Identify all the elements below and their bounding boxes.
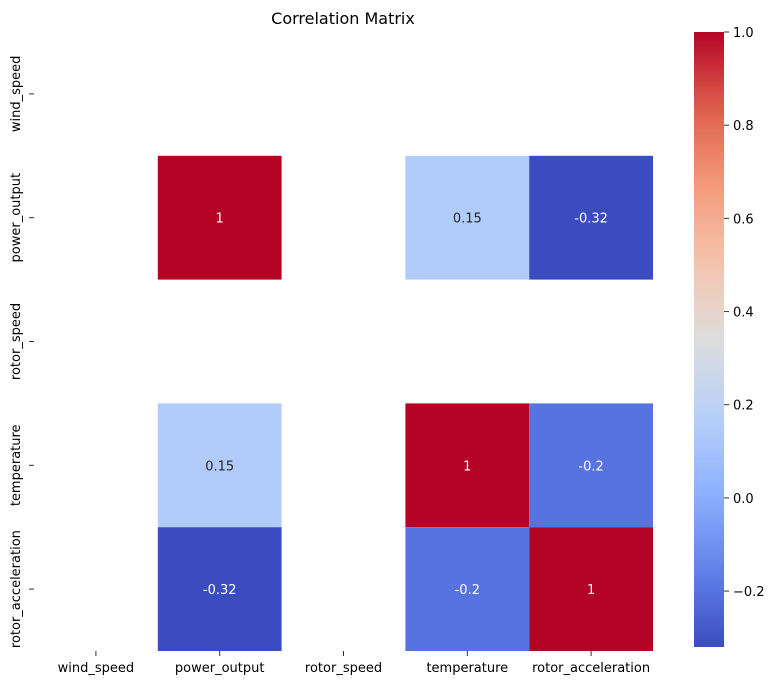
cell-annotation: 0.15 — [205, 459, 234, 474]
y-tick-label: power_output — [9, 173, 24, 263]
x-tick-label: rotor_speed — [305, 661, 382, 676]
heatmap-cell — [405, 403, 530, 528]
y-tick-label: rotor_acceleration — [9, 530, 24, 648]
cell-annotation: 0.15 — [453, 212, 482, 227]
colorbar: −0.2 0.0 0.2 0.4 0.6 0.8 1.0 — [694, 26, 765, 647]
x-tick-label: power_output — [175, 661, 265, 676]
colorbar-tick-label: 1.0 — [733, 26, 754, 41]
colorbar-tick-label: 0.4 — [733, 306, 754, 321]
heatmap-cell — [157, 527, 282, 651]
cell-annotation: -0.32 — [574, 212, 608, 227]
cell-annotation: 1 — [463, 459, 471, 474]
heatmap-cell — [529, 527, 653, 651]
heatmap-cell — [405, 155, 530, 280]
y-tick-label: rotor_speed — [9, 303, 24, 380]
y-axis: wind_speed power_output rotor_speedtempera… — [9, 56, 34, 648]
heatmap-cell — [529, 155, 653, 280]
chart-title: Correlation Matrix — [271, 9, 415, 28]
cell-annotation: -0.2 — [578, 459, 603, 474]
heatmap-cell — [529, 403, 653, 528]
colorbar-tick-label: −0.2 — [733, 585, 765, 600]
heatmap-cell — [157, 403, 282, 528]
heatmap-cell — [157, 155, 282, 280]
colorbar-tick-label: 0.0 — [733, 492, 754, 507]
x-axis: wind_speed power_output rotor_speed tempera… — [58, 651, 650, 676]
cell-annotations: 1 0.15 -0.32 0.15 1 -0.2 -0.32 -0.2 1 — [203, 212, 608, 598]
x-tick-label: temperature — [426, 661, 508, 676]
cell-annotation: 1 — [587, 583, 595, 598]
x-tick-label: wind_speed — [58, 661, 135, 676]
cell-annotation: -0.2 — [455, 583, 480, 598]
heatmap-cells — [157, 155, 653, 651]
cell-annotation: 1 — [216, 212, 224, 227]
colorbar-gradient — [694, 32, 724, 647]
x-tick-label: rotor_acceleration — [532, 661, 650, 676]
colorbar-tick-label: 0.6 — [733, 212, 754, 227]
colorbar-tick-label: 0.8 — [733, 119, 754, 134]
y-tick-label: temperature — [9, 424, 24, 506]
colorbar-tick-label: 0.2 — [733, 399, 754, 414]
heatmap-cell — [405, 527, 530, 651]
cell-annotation: -0.32 — [203, 583, 237, 598]
y-tick-label: wind_speed — [9, 56, 24, 133]
